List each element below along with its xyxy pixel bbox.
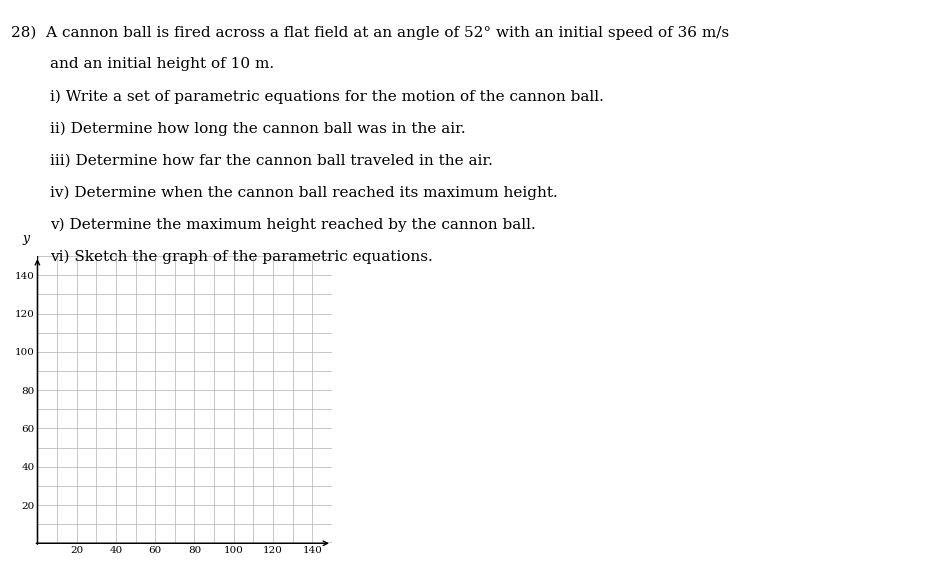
Text: iii) Determine how far the cannon ball traveled in the air.: iii) Determine how far the cannon ball t…: [50, 154, 493, 168]
Text: ii) Determine how long the cannon ball was in the air.: ii) Determine how long the cannon ball w…: [50, 122, 466, 136]
Text: i) Write a set of parametric equations for the motion of the cannon ball.: i) Write a set of parametric equations f…: [50, 90, 603, 104]
Text: x: x: [339, 561, 347, 563]
Text: vi) Sketch the graph of the parametric equations.: vi) Sketch the graph of the parametric e…: [50, 250, 432, 265]
Text: v) Determine the maximum height reached by the cannon ball.: v) Determine the maximum height reached …: [50, 218, 536, 233]
Text: iv) Determine when the cannon ball reached its maximum height.: iv) Determine when the cannon ball reach…: [50, 186, 557, 200]
Text: y: y: [22, 232, 30, 245]
Text: 28)  A cannon ball is fired across a flat field at an angle of 52° with an initi: 28) A cannon ball is fired across a flat…: [11, 25, 729, 40]
Text: and an initial height of 10 m.: and an initial height of 10 m.: [50, 57, 274, 72]
